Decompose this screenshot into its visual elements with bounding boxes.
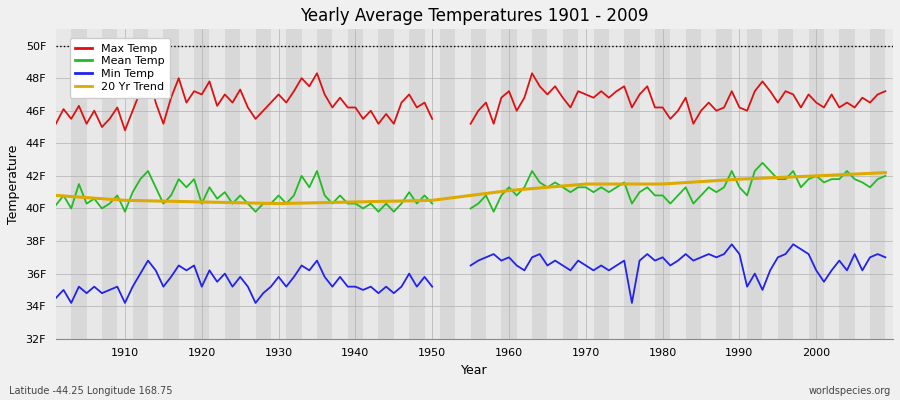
Bar	[302, 29, 317, 339]
Bar	[148, 29, 164, 339]
Bar	[410, 29, 425, 339]
Bar	[593, 29, 609, 339]
Bar	[132, 29, 148, 339]
Bar	[440, 29, 455, 339]
X-axis label: Year: Year	[461, 364, 488, 377]
Bar	[532, 29, 547, 339]
Bar	[762, 29, 778, 339]
Bar	[56, 29, 71, 339]
Bar	[701, 29, 716, 339]
Bar	[670, 29, 686, 339]
Bar	[86, 29, 102, 339]
Bar	[501, 29, 517, 339]
Bar	[471, 29, 486, 339]
Bar	[225, 29, 240, 339]
Bar	[886, 29, 900, 339]
Bar	[547, 29, 562, 339]
Bar	[778, 29, 793, 339]
Bar	[578, 29, 593, 339]
Bar	[117, 29, 132, 339]
Bar	[347, 29, 363, 339]
Bar	[332, 29, 347, 339]
Bar	[609, 29, 625, 339]
Bar	[870, 29, 886, 339]
Bar	[378, 29, 394, 339]
Legend: Max Temp, Mean Temp, Min Temp, 20 Yr Trend: Max Temp, Mean Temp, Min Temp, 20 Yr Tre…	[70, 38, 170, 98]
Bar	[686, 29, 701, 339]
Bar	[102, 29, 117, 339]
Bar	[256, 29, 271, 339]
Bar	[517, 29, 532, 339]
Bar	[486, 29, 501, 339]
Text: worldspecies.org: worldspecies.org	[809, 386, 891, 396]
Bar	[210, 29, 225, 339]
Bar	[808, 29, 824, 339]
Bar	[179, 29, 194, 339]
Bar	[240, 29, 256, 339]
Bar	[562, 29, 578, 339]
Bar	[716, 29, 732, 339]
Bar	[640, 29, 655, 339]
Bar	[655, 29, 670, 339]
Bar	[840, 29, 855, 339]
Bar	[317, 29, 332, 339]
Bar	[824, 29, 840, 339]
Bar	[793, 29, 808, 339]
Bar	[855, 29, 870, 339]
Title: Yearly Average Temperatures 1901 - 2009: Yearly Average Temperatures 1901 - 2009	[301, 7, 649, 25]
Bar	[286, 29, 302, 339]
Bar	[394, 29, 410, 339]
Bar	[271, 29, 286, 339]
Bar	[71, 29, 86, 339]
Bar	[363, 29, 378, 339]
Bar	[732, 29, 747, 339]
Bar	[194, 29, 210, 339]
Text: Latitude -44.25 Longitude 168.75: Latitude -44.25 Longitude 168.75	[9, 386, 173, 396]
Bar	[747, 29, 762, 339]
Bar	[455, 29, 471, 339]
Bar	[425, 29, 440, 339]
Bar	[164, 29, 179, 339]
Bar	[625, 29, 640, 339]
Y-axis label: Temperature: Temperature	[7, 144, 20, 224]
